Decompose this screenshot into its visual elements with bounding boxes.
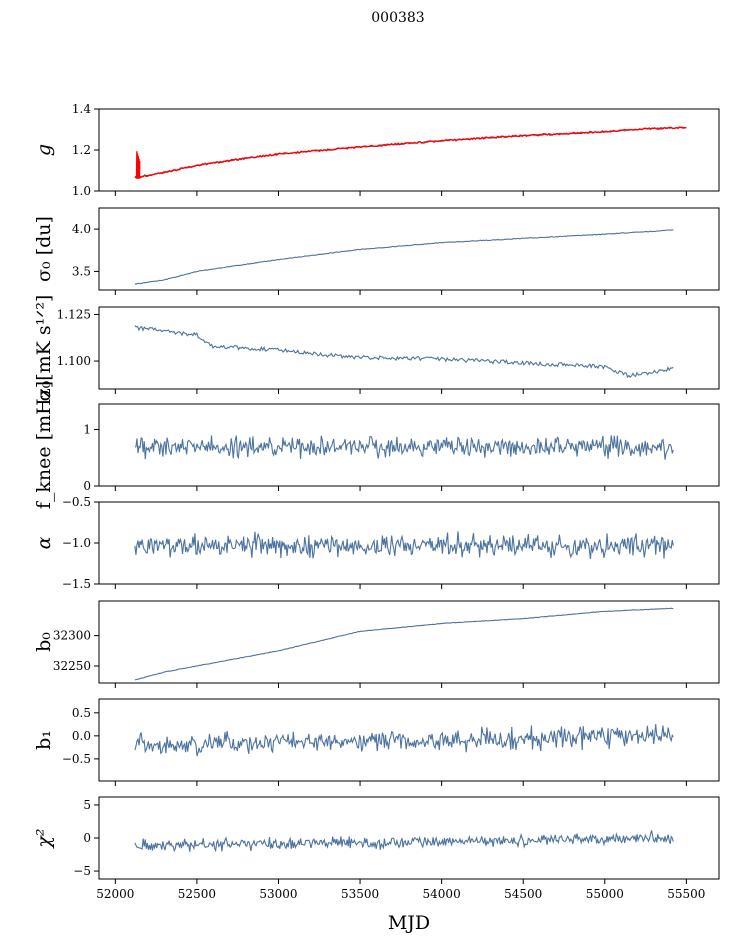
y-tick-label: −1.0 [62, 536, 91, 550]
series-fknee [134, 435, 674, 460]
series-sigma0-mK [134, 325, 674, 379]
y-tick-label: −0.5 [62, 495, 91, 509]
panel-frame [98, 306, 720, 390]
y-tick-label: −5 [73, 864, 91, 878]
x-tick-label: 54000 [423, 887, 461, 901]
series-b0 [134, 607, 674, 681]
series-g [134, 126, 687, 179]
panel-fknee: 0 1 f_knee [mHz] [33, 381, 720, 509]
y-axis-label-sigma0-du: σ₀ [du] [33, 216, 55, 282]
y-tick-label: 0 [83, 831, 91, 845]
series-sigma0 [134, 229, 674, 285]
panel-frame [98, 600, 720, 684]
panel-sigma0-du: 3.5 4.0 σ₀ [du] [33, 207, 720, 295]
y-tick-label: 1.125 [57, 307, 91, 321]
y-axis-label-chi2: χ² [33, 828, 55, 849]
x-tick-label: 53000 [259, 887, 297, 901]
y-axis-label-sigma0-mk: σ₀[mK s¹ᐟ²] [33, 295, 55, 402]
panel-chi2: −5 0 5 52000 52500 53000 53500 54000 54500 55000 5… [33, 796, 720, 901]
y-tick-label: 32300 [53, 629, 91, 643]
panel-frame [98, 108, 720, 192]
x-tick-label: 53500 [341, 887, 379, 901]
series-chi2 [134, 830, 674, 853]
x-tick-label: 52000 [96, 887, 134, 901]
y-tick-label: 1.100 [57, 354, 91, 368]
y-axis-label-b1: b₁ [33, 730, 55, 750]
panel-frame [98, 403, 720, 487]
panel-b1: −0.5 0.0 0.5 b₁ [33, 698, 720, 786]
y-tick-label: 0 [83, 479, 91, 493]
y-tick-label: 3.5 [72, 264, 91, 278]
x-tick-label: 55000 [586, 887, 624, 901]
x-axis-label: MJD [388, 912, 430, 934]
series-spike [135, 151, 141, 179]
panel-g: 1.0 1.2 1.4 g [33, 102, 720, 198]
panel-alpha: −1.5 −1.0 −0.5 α [33, 495, 720, 591]
panel-frame [98, 207, 720, 291]
x-tick-label: 55500 [667, 887, 705, 901]
y-tick-label: 5 [83, 798, 91, 812]
y-tick-label: 1.0 [72, 184, 91, 198]
x-tick-label: 54500 [504, 887, 542, 901]
y-tick-label: 1.4 [72, 102, 91, 116]
series-alpha [134, 531, 674, 560]
y-axis-label-g: g [33, 144, 55, 156]
y-axis-label-fknee: f_knee [mHz] [33, 381, 55, 509]
panel-frame [98, 698, 720, 782]
y-axis-label-b0: b₀ [33, 632, 55, 652]
series-b1 [134, 724, 674, 757]
y-tick-label: 4.0 [72, 222, 91, 236]
y-tick-label: 1.2 [72, 143, 91, 157]
y-tick-label: −0.5 [62, 752, 91, 766]
y-tick-label: 0.0 [72, 729, 91, 743]
y-axis-label-alpha: α [33, 536, 55, 549]
y-tick-label: 1 [83, 422, 91, 436]
chart-title: 000383 [371, 10, 424, 26]
y-tick-label: 0.5 [72, 706, 91, 720]
x-tick-label: 52500 [178, 887, 216, 901]
y-tick-label: 32250 [53, 659, 91, 673]
series-g-fit [134, 126, 687, 179]
y-tick-label: −1.5 [62, 577, 91, 591]
